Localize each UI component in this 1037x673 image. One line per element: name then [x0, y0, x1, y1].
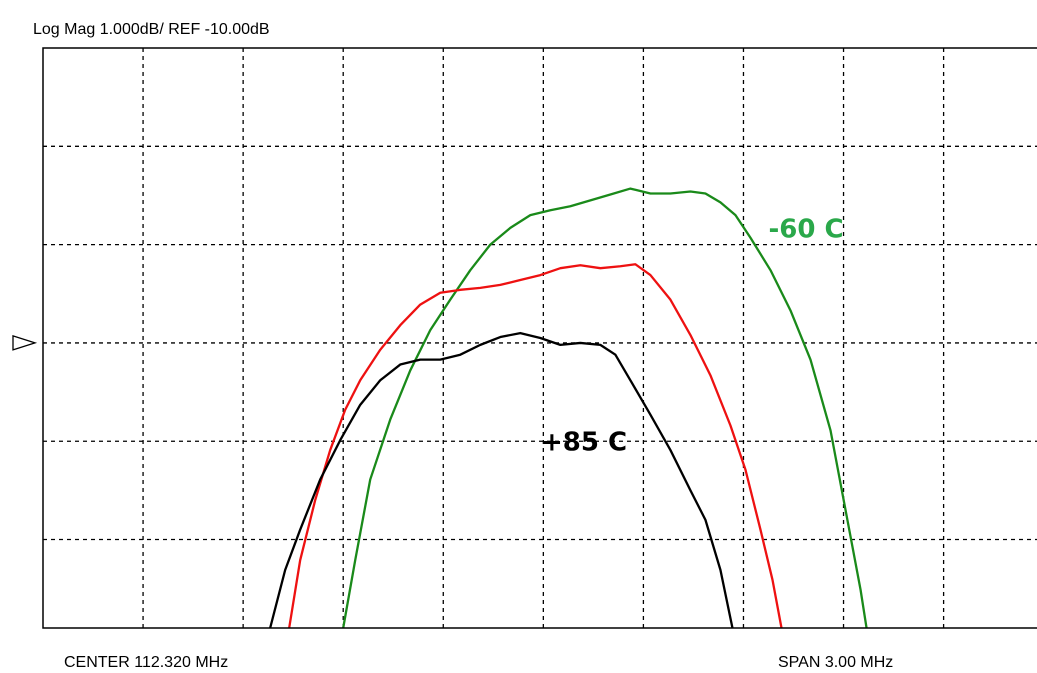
reference-marker	[12, 335, 38, 351]
plot-frame	[42, 47, 1037, 629]
chart-title: Log Mag 1.000dB/ REF -10.00dB	[33, 21, 270, 38]
trace-line	[269, 331, 734, 628]
trace-annotation: -60 C	[768, 215, 843, 245]
trace-annotation: +85 C	[541, 428, 627, 458]
trace-line	[342, 187, 868, 628]
traces	[269, 187, 868, 628]
x-axis-span-label: SPAN 3.00 MHz	[778, 654, 893, 671]
x-axis-center-label: CENTER 112.320 MHz	[64, 654, 228, 671]
trace-line	[288, 263, 783, 628]
